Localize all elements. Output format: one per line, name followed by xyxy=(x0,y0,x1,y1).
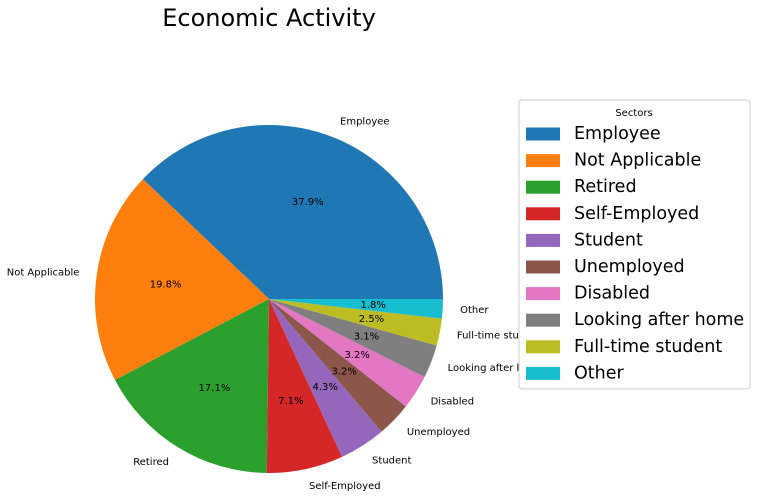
legend-label-unemployed: Unemployed xyxy=(574,257,685,277)
slice-employee xyxy=(142,124,443,300)
legend-swatch-unemployed xyxy=(526,260,560,274)
legend-swatch-looking-after-home xyxy=(526,313,560,327)
percent-label-looking-after-home: 3.1% xyxy=(354,332,379,343)
legend-swatch-self-employed xyxy=(526,207,560,221)
legend-label-disabled: Disabled xyxy=(574,284,650,304)
slice-label-other: Other xyxy=(460,305,489,316)
slice-looking-after-home xyxy=(269,299,437,378)
slice-label-student: Student xyxy=(372,455,411,466)
percent-label-self-employed: 7.1% xyxy=(278,396,303,407)
percent-label-unemployed: 3.2% xyxy=(331,366,356,377)
percent-label-not-applicable: 19.8% xyxy=(150,280,182,291)
slice-self-employed xyxy=(266,299,343,474)
legend-label-looking-after-home: Looking after home xyxy=(574,310,744,330)
chart-title: Economic Activity xyxy=(162,4,376,32)
legend-label-not-applicable: Not Applicable xyxy=(574,151,701,171)
percent-label-full-time-student: 2.5% xyxy=(359,314,384,325)
slice-label-full-time-student: Full-time student xyxy=(457,330,542,341)
slice-label-disabled: Disabled xyxy=(431,397,474,408)
slice-retired xyxy=(114,299,269,473)
legend-label-full-time-student: Full-time student xyxy=(574,337,722,357)
legend-swatch-student xyxy=(526,233,560,247)
legend-swatch-not-applicable xyxy=(526,154,560,168)
percent-label-other: 1.8% xyxy=(361,300,386,311)
slice-labels: Employee Not Applicable Retired Self-Employ… xyxy=(7,116,545,492)
slice-label-employee: Employee xyxy=(340,116,390,127)
slice-not-applicable xyxy=(94,179,269,380)
slice-other xyxy=(269,299,443,319)
legend-label-self-employed: Self-Employed xyxy=(574,204,699,224)
percent-label-employee: 37.9% xyxy=(292,197,324,208)
slice-unemployed xyxy=(269,299,406,432)
legend-swatch-retired xyxy=(526,180,560,194)
legend-label-student: Student xyxy=(574,230,643,250)
legend-title: Sectors xyxy=(615,108,652,119)
legend-frame xyxy=(518,99,751,390)
slice-label-not-applicable: Not Applicable xyxy=(7,268,80,279)
slice-full-time-student xyxy=(269,299,442,346)
legend-swatch-other xyxy=(526,366,560,380)
slice-label-self-employed: Self-Employed xyxy=(309,481,381,492)
percent-label-retired: 17.1% xyxy=(199,383,231,394)
legend-swatch-full-time-student xyxy=(526,340,560,354)
slice-label-retired: Retired xyxy=(133,457,169,468)
legend-swatch-employee xyxy=(526,127,560,141)
legend-label-other: Other xyxy=(574,363,624,383)
legend: Sectors Employee Not Applicable Retired Sel… xyxy=(518,99,751,390)
percent-label-student: 4.3% xyxy=(313,382,338,393)
legend-swatch-disabled xyxy=(526,287,560,301)
percent-labels: 37.9% 19.8% 17.1% 7.1% 4.3% 3.2% 3.2% 3.1% 2.5% 1… xyxy=(150,197,386,407)
slice-label-looking-after-home: Looking after home xyxy=(448,363,545,374)
percent-label-disabled: 3.2% xyxy=(344,350,369,361)
slice-disabled xyxy=(269,299,425,407)
legend-label-retired: Retired xyxy=(574,177,637,197)
slice-label-unemployed: Unemployed xyxy=(407,427,470,438)
slice-student xyxy=(269,299,382,457)
legend-label-employee: Employee xyxy=(574,124,661,144)
pie-slices xyxy=(94,124,443,474)
legend-items: Employee Not Applicable Retired Self-Employ… xyxy=(526,124,744,383)
